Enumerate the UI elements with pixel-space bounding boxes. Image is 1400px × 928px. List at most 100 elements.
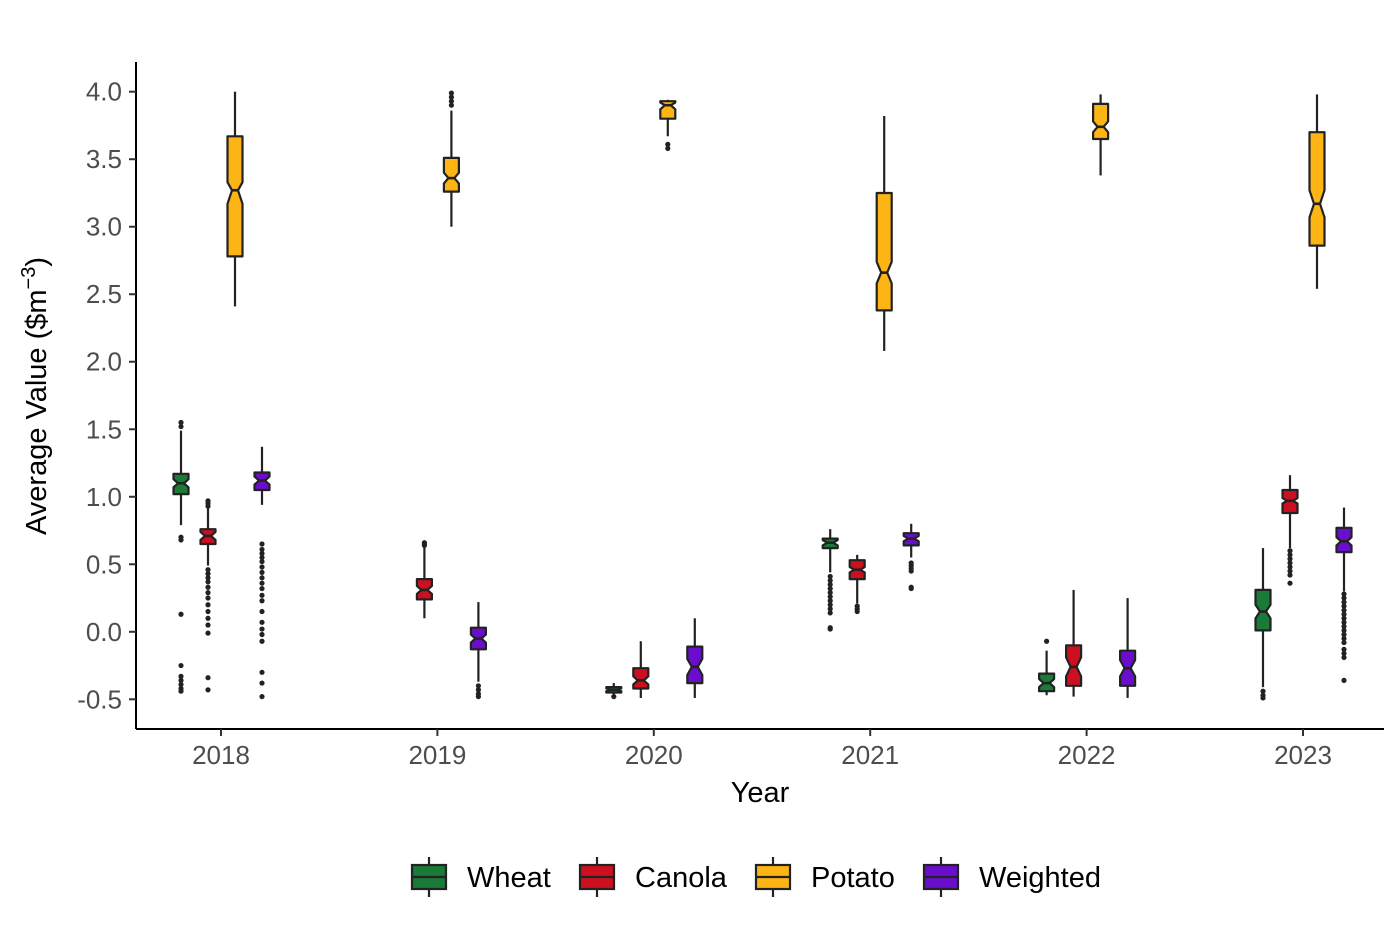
y-tick-label: 1.0: [86, 482, 122, 512]
box-weighted-2022: [1118, 598, 1137, 698]
outlier-point: [259, 580, 265, 586]
legend-item-potato: Potato: [754, 857, 895, 897]
outlier-point: [205, 571, 211, 577]
outlier-point: [1341, 639, 1347, 646]
outlier-point: [259, 575, 265, 581]
x-tick-label: 2022: [1058, 740, 1116, 770]
outlier-point: [827, 594, 833, 600]
outlier-point: [475, 683, 481, 689]
box-potato-2018: [226, 91, 244, 307]
outlier-point: [827, 585, 833, 592]
x-ticks: 2018 2019 2020 2021 2022 2023: [192, 729, 1332, 770]
y-tick-label: 4.0: [86, 77, 122, 107]
outlier-point: [205, 503, 211, 509]
y-tick-label: -0.5: [77, 684, 122, 714]
outlier-point: [259, 608, 265, 615]
box-weighted-2020: [686, 618, 704, 698]
y-axis-title-main: Average Value ($m: [21, 289, 53, 535]
y-axis-title: Average Value ($m−3): [18, 257, 53, 535]
outlier-point: [448, 98, 454, 104]
outlier-point: [259, 541, 265, 547]
outlier-point: [259, 558, 265, 565]
legend-label: Potato: [811, 862, 895, 894]
box-potato-2023: [1308, 94, 1326, 289]
outlier-point: [259, 585, 265, 592]
outlier-point: [1341, 631, 1347, 638]
outlier-point: [205, 608, 211, 615]
outlier-point: [1341, 646, 1347, 652]
box-canola-2023: [1281, 475, 1299, 586]
x-axis-title: Year: [731, 777, 790, 809]
outlier-point: [259, 669, 265, 675]
outlier-point: [178, 677, 184, 683]
legend-item-wheat: Wheat: [410, 857, 551, 897]
outlier-point: [178, 419, 184, 426]
box-wheat-2021: [821, 529, 839, 632]
box-wheat-2022: [1037, 638, 1056, 696]
outlier-point: [259, 564, 265, 570]
outlier-point: [205, 595, 211, 601]
outlier-point: [259, 638, 265, 644]
outlier-point: [178, 688, 184, 694]
outlier-point: [448, 94, 454, 100]
outlier-point: [1287, 580, 1293, 586]
outlier-point: [259, 592, 265, 598]
outlier-point: [178, 662, 184, 669]
box-body: [659, 100, 677, 120]
outlier-point: [178, 673, 184, 679]
box-body: [1308, 131, 1326, 247]
outlier-point: [1044, 638, 1050, 644]
box-body: [1064, 644, 1083, 687]
outlier-point: [1341, 595, 1347, 601]
outlier-point: [259, 569, 265, 575]
box-wheat-2018: [172, 419, 190, 694]
outlier-point: [1341, 623, 1347, 629]
box-body: [442, 156, 460, 193]
box-body: [226, 135, 244, 258]
outlier-point: [205, 602, 211, 608]
outlier-point: [908, 568, 914, 574]
outlier-point: [259, 693, 265, 700]
legend-label: Weighted: [979, 862, 1101, 894]
outlier-point: [259, 680, 265, 686]
legend: Wheat Canola Potato Weighted: [410, 857, 1101, 897]
box-weighted-2019: [469, 602, 487, 700]
outlier-point: [205, 579, 211, 585]
box-weighted-2023: [1335, 507, 1353, 683]
x-tick-label: 2023: [1274, 740, 1332, 770]
outlier-point: [827, 573, 833, 580]
outlier-point: [448, 102, 454, 108]
box-body: [1335, 526, 1353, 554]
outlier-point: [908, 585, 914, 592]
box-potato-2019: [442, 90, 460, 227]
y-tick-label: 2.0: [86, 347, 122, 377]
outlier-point: [827, 602, 833, 608]
box-canola-2022: [1064, 589, 1083, 697]
outlier-point: [205, 687, 211, 693]
y-axis-title-superscript: −3: [18, 267, 40, 290]
outlier-point: [827, 606, 833, 612]
box-canola-2018: [199, 498, 217, 693]
outlier-point: [259, 550, 265, 557]
outlier-point: [205, 584, 211, 590]
box-canola-2020: [632, 641, 650, 698]
y-tick-label: 0.5: [86, 549, 122, 579]
outlier-point: [827, 577, 833, 584]
outlier-point: [1260, 688, 1266, 694]
y-tick-label: 1.5: [86, 414, 122, 444]
outlier-point: [205, 567, 211, 573]
outlier-point: [421, 540, 427, 546]
box-canola-2021: [848, 554, 866, 615]
outlier-point: [178, 537, 184, 543]
box-wheat-2020: [605, 683, 623, 700]
outlier-point: [1341, 611, 1347, 617]
box-wheat-2023: [1254, 548, 1272, 701]
outlier-point: [1341, 627, 1347, 634]
outlier-point: [665, 141, 671, 147]
y-tick-label: 0.0: [86, 617, 122, 647]
box-body: [1254, 588, 1272, 632]
box-weighted-2018: [253, 446, 271, 700]
box-body: [1091, 102, 1110, 141]
outlier-point: [178, 423, 184, 430]
